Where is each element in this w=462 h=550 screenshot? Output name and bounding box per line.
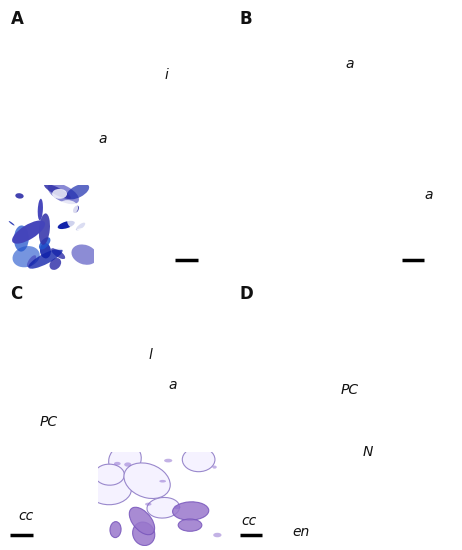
Text: B: B: [240, 10, 252, 28]
Text: a: a: [169, 377, 177, 392]
Text: C: C: [11, 285, 23, 303]
Text: en: en: [292, 525, 309, 539]
Text: A: A: [11, 10, 24, 28]
Text: i: i: [164, 68, 168, 81]
Text: N: N: [363, 444, 373, 459]
Text: l: l: [148, 348, 152, 362]
Text: a: a: [99, 132, 107, 146]
Text: a: a: [346, 57, 354, 71]
Text: a: a: [425, 189, 433, 202]
Text: cc: cc: [18, 509, 34, 523]
Text: D: D: [240, 285, 253, 303]
Text: cc: cc: [241, 514, 256, 529]
Text: PC: PC: [40, 415, 58, 429]
Text: PC: PC: [341, 383, 359, 397]
